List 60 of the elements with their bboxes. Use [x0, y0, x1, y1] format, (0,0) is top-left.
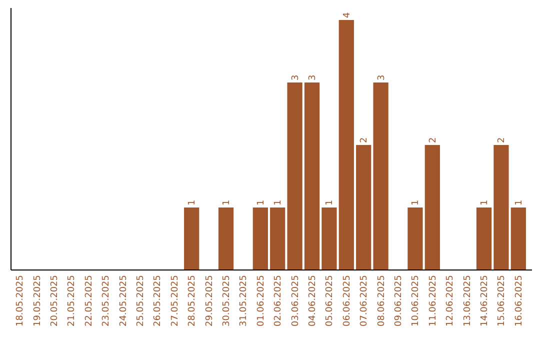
- data-label: 1: [188, 200, 198, 206]
- bar: [494, 145, 509, 270]
- x-tick-label: 21.05.2025: [67, 275, 78, 327]
- data-label: 3: [308, 74, 318, 80]
- x-tick-label: 06.06.2025: [342, 275, 352, 327]
- bar: [424, 145, 440, 270]
- data-label: 1: [256, 200, 266, 206]
- data-label: 1: [222, 200, 232, 206]
- x-tick-label: 24.05.2025: [118, 275, 129, 327]
- data-label: 1: [514, 200, 524, 206]
- bar: [476, 208, 492, 270]
- x-tick-label: 23.05.2025: [102, 275, 112, 327]
- bar: [270, 208, 286, 270]
- data-label: 3: [290, 74, 301, 80]
- x-tick-label: 28.05.2025: [188, 275, 198, 327]
- x-tick-label: 29.05.2025: [204, 275, 215, 327]
- data-label: 2: [428, 137, 438, 143]
- bar: [184, 208, 200, 270]
- x-tick-label: 19.05.2025: [32, 275, 43, 327]
- x-tick-label: 26.05.2025: [153, 275, 164, 327]
- data-label: 4: [342, 12, 352, 18]
- x-tick-label: 09.06.2025: [394, 275, 404, 327]
- bar: [356, 145, 372, 270]
- x-tick-label: 25.05.2025: [136, 275, 146, 327]
- data-label: 3: [376, 74, 387, 80]
- bar: [338, 20, 354, 270]
- x-tick-label: 08.06.2025: [376, 275, 387, 327]
- x-tick-label: 11.06.2025: [428, 275, 438, 327]
- bar: [218, 208, 234, 270]
- data-label: 1: [274, 200, 284, 206]
- bar: [373, 82, 388, 270]
- x-tick-label: 12.06.2025: [446, 275, 456, 327]
- x-tick-label: 03.06.2025: [290, 275, 301, 327]
- x-tick-label: 30.05.2025: [222, 275, 232, 327]
- x-tick-label: 07.06.2025: [360, 275, 370, 327]
- x-tick-label: 15.06.2025: [497, 275, 508, 327]
- x-tick-label: 02.06.2025: [274, 275, 284, 327]
- x-tick-label: 01.06.2025: [256, 275, 266, 327]
- data-label: 1: [325, 200, 336, 206]
- bar: [322, 208, 337, 270]
- x-tick-label: 13.06.2025: [462, 275, 473, 327]
- bar: [304, 82, 320, 270]
- data-label: 2: [497, 137, 508, 143]
- x-tick-label: 31.05.2025: [239, 275, 250, 327]
- bar: [252, 208, 268, 270]
- x-tick-label: 20.05.2025: [50, 275, 60, 327]
- bar: [408, 208, 423, 270]
- x-tick-label: 18.05.2025: [16, 275, 26, 327]
- bar: [510, 208, 526, 270]
- x-tick-label: 05.06.2025: [325, 275, 336, 327]
- x-tick-label: 27.05.2025: [170, 275, 180, 327]
- x-tick-label: 04.06.2025: [308, 275, 318, 327]
- x-tick-label: 16.06.2025: [514, 275, 524, 327]
- bar: [287, 82, 302, 270]
- data-label: 2: [360, 137, 370, 143]
- data-label: 1: [480, 200, 490, 206]
- x-tick-label: 10.06.2025: [411, 275, 422, 327]
- data-label: 1: [411, 200, 422, 206]
- x-tick-label: 22.05.2025: [84, 275, 94, 327]
- x-tick-label: 14.06.2025: [480, 275, 490, 327]
